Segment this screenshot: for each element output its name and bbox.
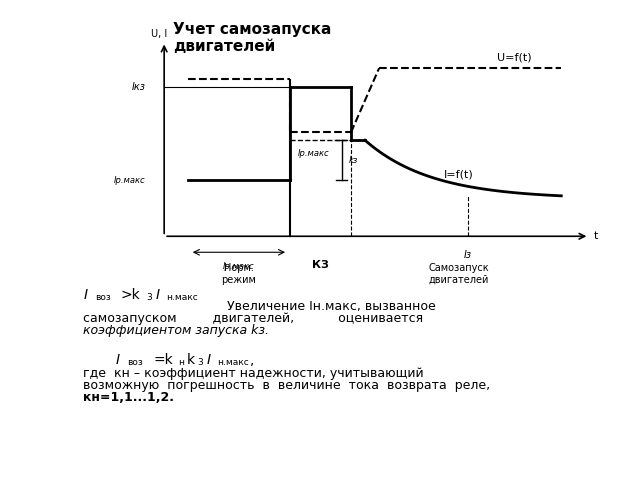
Text: I: I (207, 353, 211, 367)
Text: Iз: Iз (464, 250, 472, 260)
Text: Iр.макс: Iр.макс (298, 149, 330, 157)
Text: н.макс: н.макс (218, 358, 250, 367)
Text: КЗ: КЗ (312, 260, 329, 270)
Text: Самозапуск
двигателей: Самозапуск двигателей (428, 263, 489, 285)
Text: =k: =k (154, 353, 173, 367)
Text: где  кн – коэффициент надежности, учитывающий: где кн – коэффициент надежности, учитыва… (83, 367, 424, 380)
Text: >k: >k (120, 288, 140, 302)
Text: I: I (156, 288, 159, 302)
Text: U, I: U, I (152, 29, 168, 39)
Text: I=f(t): I=f(t) (444, 169, 474, 180)
Text: U=f(t): U=f(t) (497, 52, 532, 62)
Text: самозапуском         двигателей,           оценивается: самозапуском двигателей, оценивается (83, 312, 423, 325)
Text: 3: 3 (197, 358, 203, 367)
Text: воз: воз (95, 293, 111, 302)
Text: Iкз: Iкз (132, 82, 145, 92)
Text: Увеличение Iн.макс, вызванное: Увеличение Iн.макс, вызванное (83, 300, 436, 313)
Text: I: I (83, 288, 87, 302)
Text: 3: 3 (146, 293, 152, 302)
Text: возможную  погрешность  в  величине  тока  возврата  реле,: возможную погрешность в величине тока во… (83, 379, 490, 392)
Text: ,: , (250, 353, 254, 367)
Text: н: н (178, 358, 184, 367)
Text: kз: kз (349, 156, 358, 165)
Text: Учет самозапуска
двигателей: Учет самозапуска двигателей (173, 22, 331, 54)
Text: кн=1,1...1,2.: кн=1,1...1,2. (83, 391, 174, 404)
Text: воз: воз (127, 358, 143, 367)
Text: t: t (594, 231, 598, 241)
Text: k: k (187, 353, 195, 367)
Text: Iр.макс: Iр.макс (223, 262, 255, 271)
Text: I: I (115, 353, 119, 367)
Text: Норм.
режим: Норм. режим (221, 263, 257, 285)
Text: н.макс: н.макс (166, 293, 198, 302)
Text: Iр.макс: Iр.макс (114, 176, 145, 185)
Text: коэффициентом запуска kз.: коэффициентом запуска kз. (83, 324, 269, 337)
